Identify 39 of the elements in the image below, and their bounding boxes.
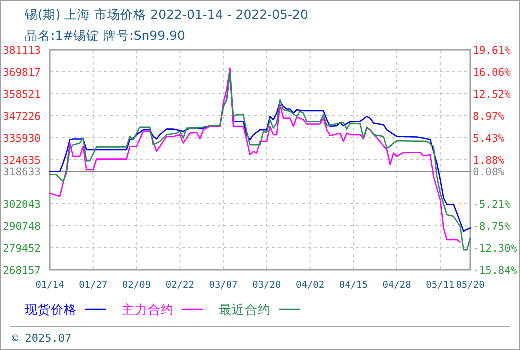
y2-tick-label: 19.61% [473,45,512,57]
legend-label: 主力合约 [122,302,174,317]
x-tick-label: 02/22 [166,280,194,291]
y2-tick-label: -5.21% [473,199,512,212]
y-tick-label: 290748 [3,221,41,233]
y-tick-label: 324635 [3,155,41,167]
legend-label: 现货价格 [25,302,77,317]
y-tick-label: 318633 [3,166,41,179]
y2-tick-label: -12.30% [473,243,518,256]
y-tick-label: 358521 [3,89,41,101]
y-tick-label: 347226 [3,111,41,123]
y-tick-label: 268157 [3,265,41,277]
x-tick-label: 05/11 [426,280,456,291]
y2-tick-label: 5.43% [473,133,506,145]
y-tick-label: 369817 [3,67,41,79]
x-tick-label: 01/27 [79,280,108,291]
chart-title: 锡(期) 上海 市场价格 2022-01-14 - 2022-05-20 [24,7,308,22]
x-tick-label: 03/20 [252,280,282,291]
x-tick-label: 02/09 [122,280,152,291]
y-tick-label: 279452 [3,243,41,255]
x-tick-label: 03/07 [209,280,238,291]
y2-tick-label: 0.00% [473,166,506,179]
x-tick-label: 01/14 [36,280,65,291]
y-tick-label: 381113 [3,45,41,57]
x-tick-label: 04/15 [339,280,368,291]
chart-subtitle: 品名:1#锡锭 牌号:Sn99.90 [25,28,186,43]
y-tick-label: 335930 [3,133,41,145]
y2-tick-label: 1.88% [473,155,506,168]
text: © 2025.07 [12,332,72,345]
y2-tick-label: 16.06% [473,67,512,80]
y2-tick-label: -15.84% [473,265,518,277]
x-tick-label: 04/02 [296,280,325,291]
y2-tick-label: -8.75% [473,221,512,233]
y2-tick-label: 12.52% [473,89,512,101]
x-tick-label: 04/28 [382,280,412,291]
y-tick-label: 302043 [3,199,41,211]
x-tick-label: 05/20 [456,280,486,291]
y2-tick-label: 8.97% [473,111,506,124]
legend-label: 最近合约 [219,302,271,317]
